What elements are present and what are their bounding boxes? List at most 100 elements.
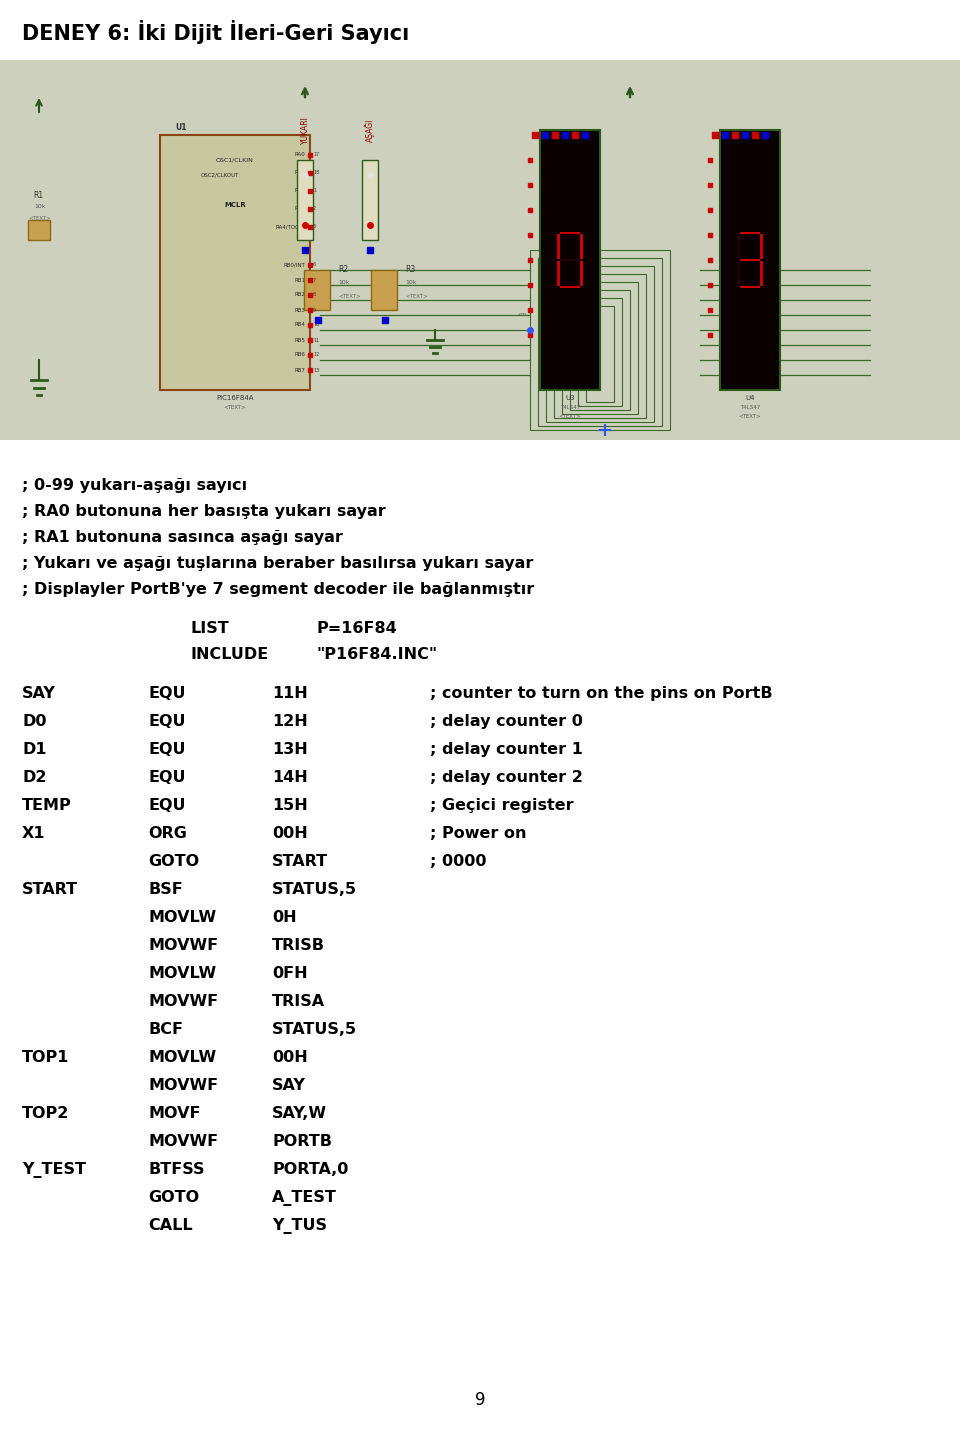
- Text: 6: 6: [313, 262, 316, 268]
- Text: RB2: RB2: [294, 292, 305, 298]
- Text: 15H: 15H: [272, 798, 308, 813]
- Bar: [740, 232, 760, 235]
- Text: RA4/TOCKI: RA4/TOCKI: [276, 225, 305, 229]
- Text: OSC1/CLKIN: OSC1/CLKIN: [216, 158, 254, 162]
- Text: EQU: EQU: [148, 770, 185, 785]
- Text: U1: U1: [175, 123, 186, 132]
- Text: MOVF: MOVF: [148, 1106, 201, 1121]
- Bar: [578, 298, 622, 407]
- Text: ; RA0 butonuna her basışta yukarı sayar: ; RA0 butonuna her basışta yukarı sayar: [22, 504, 386, 518]
- Text: DENEY 6: İki Dijit İleri-Geri Sayıcı: DENEY 6: İki Dijit İleri-Geri Sayıcı: [22, 20, 409, 44]
- Text: ; Yukarı ve aşağı tuşlarına beraber basılırsa yukarı sayar: ; Yukarı ve aşağı tuşlarına beraber bası…: [22, 556, 534, 571]
- Bar: [580, 261, 583, 285]
- Text: <TEXT>: <TEXT>: [738, 414, 761, 420]
- Text: BSF: BSF: [148, 882, 182, 896]
- Text: RB3: RB3: [294, 308, 305, 312]
- Text: <TEXT>: <TEXT>: [559, 414, 582, 420]
- Text: EQU: EQU: [148, 742, 185, 758]
- Text: 10k: 10k: [405, 281, 417, 285]
- Text: RB1: RB1: [294, 278, 305, 282]
- Text: <TEXT>: <TEXT>: [338, 294, 361, 298]
- Text: 10k: 10k: [35, 205, 46, 209]
- Text: TOP1: TOP1: [22, 1050, 69, 1065]
- Text: T4LS47: T4LS47: [560, 405, 580, 410]
- Bar: [28, 221, 50, 241]
- Bar: [304, 271, 330, 309]
- Text: STATUS,5: STATUS,5: [272, 1022, 357, 1037]
- Text: BTFSS: BTFSS: [148, 1161, 204, 1177]
- Text: AŞAĞI: AŞAĞI: [365, 119, 375, 142]
- Bar: [737, 235, 740, 259]
- Text: 11: 11: [313, 338, 320, 342]
- Bar: [740, 259, 760, 261]
- Bar: [586, 306, 614, 402]
- Text: 00H: 00H: [272, 826, 308, 841]
- Text: RB7: RB7: [294, 368, 305, 372]
- Text: SAY: SAY: [272, 1078, 306, 1093]
- Bar: [570, 291, 630, 410]
- Text: U3: U3: [565, 395, 575, 401]
- Text: P=16F84: P=16F84: [316, 621, 396, 636]
- Text: STATUS,5: STATUS,5: [272, 882, 357, 896]
- Bar: [760, 261, 762, 285]
- Text: "P16F84.INC": "P16F84.INC": [316, 647, 437, 662]
- Bar: [371, 271, 397, 309]
- Text: EQU: EQU: [148, 715, 185, 729]
- Text: MOVLW: MOVLW: [148, 1050, 216, 1065]
- Text: Y_TEST: Y_TEST: [22, 1161, 86, 1179]
- Text: RA3: RA3: [295, 206, 305, 212]
- Text: TEMP: TEMP: [22, 798, 72, 813]
- Text: MOVWF: MOVWF: [148, 1078, 218, 1093]
- Text: Y_TUS: Y_TUS: [272, 1219, 327, 1234]
- Bar: [740, 285, 760, 288]
- Bar: [560, 232, 580, 235]
- Text: PORTA,0: PORTA,0: [272, 1161, 348, 1177]
- Text: BCF: BCF: [148, 1022, 183, 1037]
- Text: MOVLW: MOVLW: [148, 909, 216, 925]
- Text: D0: D0: [22, 715, 46, 729]
- Text: R1: R1: [33, 190, 43, 199]
- Text: A_TEST: A_TEST: [272, 1190, 337, 1206]
- Text: 12H: 12H: [272, 715, 308, 729]
- Text: 0FH: 0FH: [272, 967, 307, 981]
- Text: T4LS47: T4LS47: [740, 405, 760, 410]
- Bar: [560, 259, 580, 261]
- Text: X1: X1: [22, 826, 45, 841]
- Bar: [538, 258, 662, 425]
- Text: RB0/INT: RB0/INT: [283, 262, 305, 268]
- Text: 8: 8: [313, 292, 316, 298]
- Text: ; delay counter 1: ; delay counter 1: [430, 742, 583, 758]
- Text: R2: R2: [338, 265, 348, 275]
- Text: 1: 1: [313, 189, 316, 193]
- Text: SAY,W: SAY,W: [272, 1106, 327, 1121]
- Bar: [580, 235, 583, 259]
- Text: 10k: 10k: [338, 281, 349, 285]
- Text: GOTO: GOTO: [148, 853, 199, 869]
- Text: PIC16F84A: PIC16F84A: [216, 395, 253, 401]
- Bar: [558, 261, 560, 285]
- Text: <TEXT>: <TEXT>: [405, 294, 428, 298]
- Text: D2: D2: [22, 770, 46, 785]
- Text: ; Displayler PortB'ye 7 segment decoder ile bağlanmıştır: ; Displayler PortB'ye 7 segment decoder …: [22, 581, 535, 597]
- Text: R3: R3: [405, 265, 416, 275]
- Bar: [560, 285, 580, 288]
- Text: ; 0000: ; 0000: [430, 853, 487, 869]
- Text: MOVWF: MOVWF: [148, 1134, 218, 1148]
- Text: 13H: 13H: [272, 742, 308, 758]
- Text: OSC2/CLKOUT: OSC2/CLKOUT: [201, 172, 239, 178]
- Text: 14H: 14H: [272, 770, 308, 785]
- Bar: [297, 160, 313, 241]
- Text: EQU: EQU: [148, 686, 185, 702]
- Bar: [540, 130, 600, 390]
- Text: 13: 13: [313, 368, 320, 372]
- Text: ; delay counter 0: ; delay counter 0: [430, 715, 583, 729]
- Bar: [546, 266, 654, 422]
- Text: 00H: 00H: [272, 1050, 308, 1065]
- Text: RA2: RA2: [295, 189, 305, 193]
- Text: 2: 2: [313, 206, 316, 212]
- Bar: [558, 235, 560, 259]
- Text: START: START: [22, 882, 78, 896]
- Text: MOVWF: MOVWF: [148, 994, 218, 1010]
- Text: EQU: EQU: [148, 798, 185, 813]
- Text: 3: 3: [313, 225, 316, 229]
